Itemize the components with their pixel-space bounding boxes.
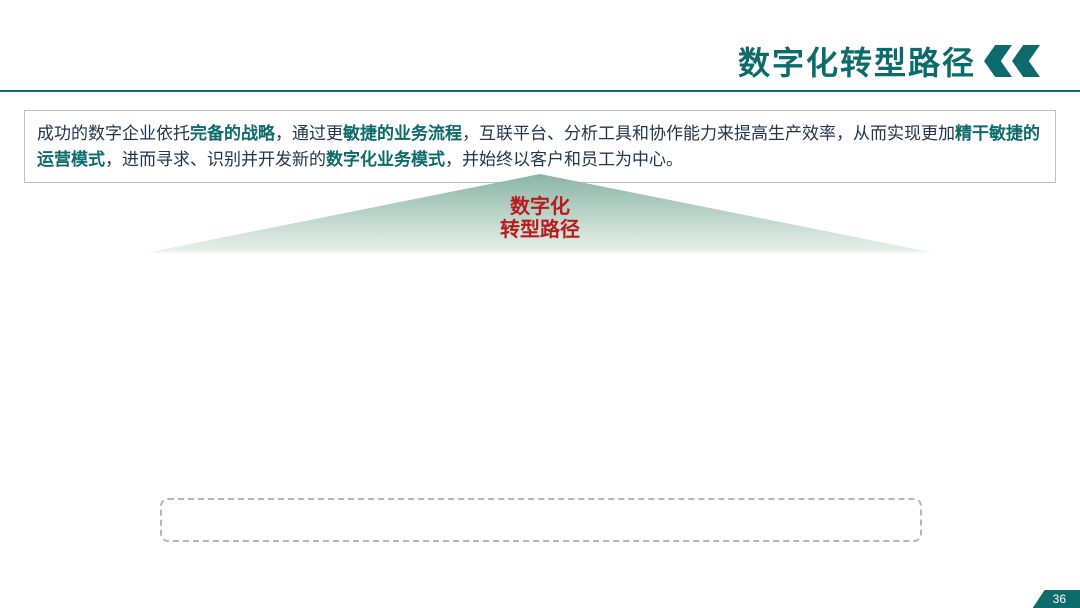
roof-label: 数字化 转型路径 (0, 196, 1080, 242)
desc-text: 成功的数字企业依托 (37, 124, 190, 143)
principle-item: 自主与合作并重 (608, 505, 741, 536)
desc-text: ，互联平台、分析工具和协作能力来提高生产效率，从而实现更加 (462, 124, 955, 143)
title-divider (0, 90, 1080, 92)
principles-label: 三大原则 (174, 504, 258, 536)
title-chevrons (984, 45, 1040, 77)
slide-title: 数字化转型路径 (738, 38, 976, 84)
desc-text: ，进而寻求、识别并开发新的 (105, 150, 326, 169)
slide-title-bar: 数字化转型路径 (738, 38, 1040, 84)
principle-item: 技术与业务协同 (447, 505, 580, 536)
desc-text: ，并始终以客户和员工为中心。 (445, 150, 683, 169)
principles-row: 三大原则 战略与执行并重 技术与业务协同 自主与合作并重 (160, 498, 922, 542)
desc-highlight: 敏捷的业务流程 (343, 124, 462, 143)
chevron-left-icon (1012, 45, 1040, 77)
roof-line1: 数字化 (0, 196, 1080, 219)
page-number: 36 (1033, 590, 1080, 608)
chevron-left-icon (984, 45, 1012, 77)
desc-text: ，通过更 (275, 124, 343, 143)
desc-highlight: 完备的战略 (190, 124, 275, 143)
roof-line2: 转型路径 (0, 219, 1080, 242)
description-box: 成功的数字企业依托完备的战略，通过更敏捷的业务流程，互联平台、分析工具和协作能力… (24, 110, 1056, 183)
principle-item: 战略与执行并重 (286, 505, 419, 536)
desc-highlight: 数字化业务模式 (326, 150, 445, 169)
